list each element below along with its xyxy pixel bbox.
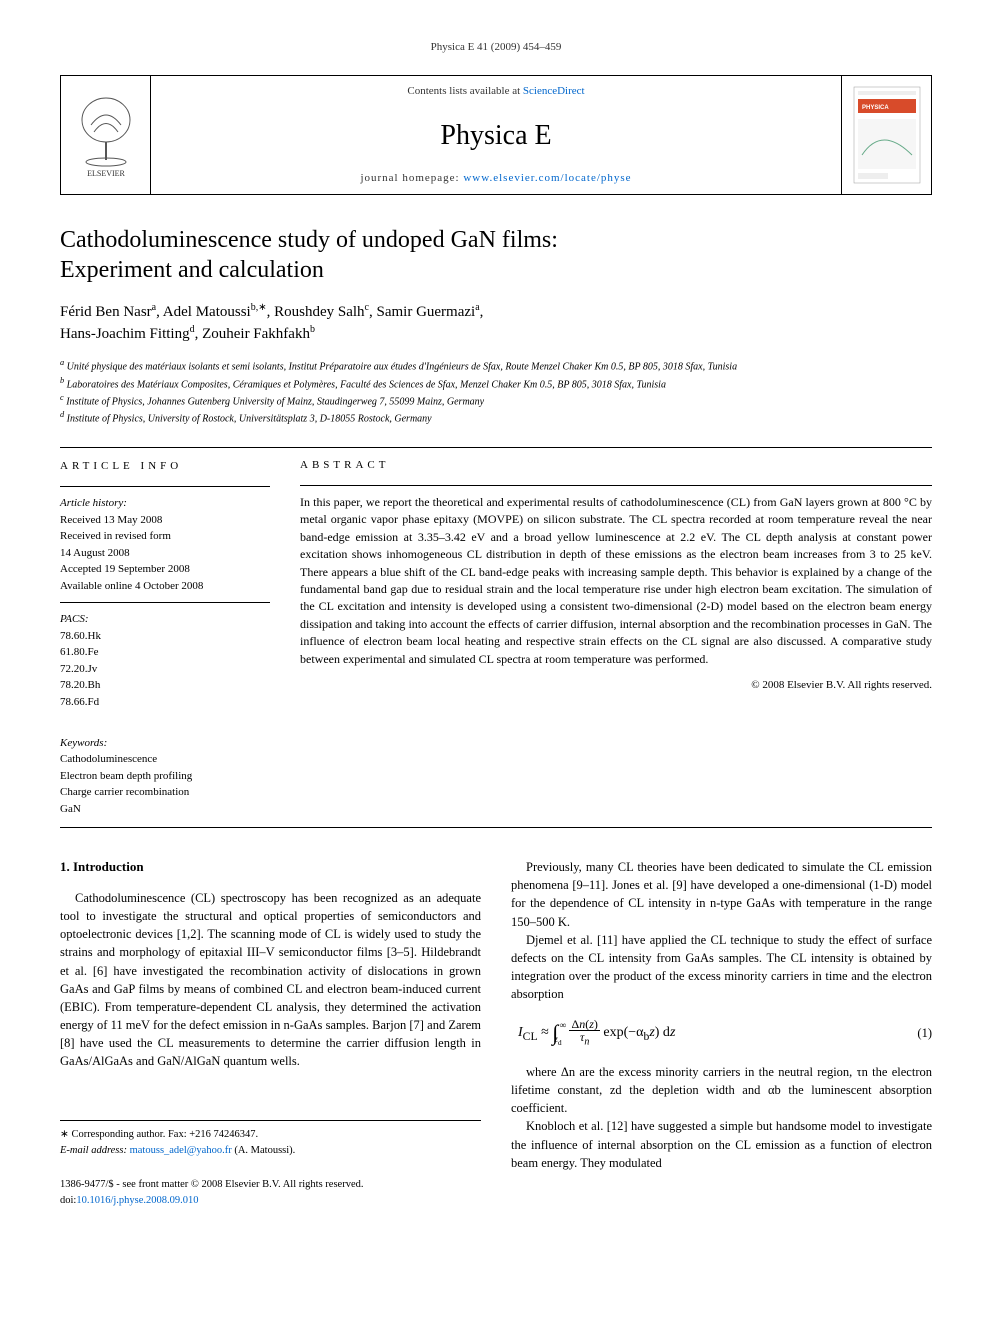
body-col-right: Previously, many CL theories have been d…: [511, 858, 932, 1208]
email-label: E-mail address:: [60, 1145, 130, 1156]
history-item: Received 13 May 2008: [60, 512, 270, 529]
keywords-label: Keywords:: [60, 735, 270, 752]
elsevier-tree-icon: ELSEVIER: [71, 90, 141, 180]
history-item: Received in revised form: [60, 528, 270, 545]
affiliations: a Unité physique des matériaux isolants …: [60, 357, 932, 426]
affil-text: Laboratoires des Matériaux Composites, C…: [67, 379, 666, 390]
affil-text: Institute of Physics, Johannes Gutenberg…: [66, 396, 484, 407]
section-heading: 1. Introduction: [60, 858, 481, 877]
author: Zouheir Fakhfakh: [202, 326, 310, 342]
divider: [60, 486, 270, 487]
footnotes: ∗ Corresponding author. Fax: +216 742463…: [60, 1120, 481, 1159]
author-list: Férid Ben Nasra, Adel Matoussib,∗, Roush…: [60, 301, 932, 345]
journal-name: Physica E: [151, 116, 841, 155]
abstract-copyright: © 2008 Elsevier B.V. All rights reserved…: [300, 678, 932, 693]
history-item: Accepted 19 September 2008: [60, 561, 270, 578]
doi-link[interactable]: 10.1016/j.physe.2008.09.010: [76, 1195, 198, 1206]
article-info-col: ARTICLE INFO Article history: Received 1…: [60, 458, 270, 818]
doi-line: doi:10.1016/j.physe.2008.09.010: [60, 1193, 481, 1209]
svg-text:PHYSICA: PHYSICA: [862, 105, 889, 111]
author-sup: a: [475, 302, 479, 313]
corr-text: Corresponding author. Fax: +216 74246347…: [71, 1129, 258, 1140]
header-center: Contents lists available at ScienceDirec…: [151, 76, 841, 194]
divider: [60, 447, 932, 448]
email-link[interactable]: matouss_adel@yahoo.fr: [130, 1145, 232, 1156]
journal-reference: Physica E 41 (2009) 454–459: [60, 40, 932, 55]
affil-text: Unité physique des matériaux isolants et…: [67, 362, 737, 373]
homepage-link[interactable]: www.elsevier.com/locate/physe: [463, 172, 631, 184]
article-title: Cathodoluminescence study of undoped GaN…: [60, 225, 932, 285]
body-columns: 1. Introduction Cathodoluminescence (CL)…: [60, 858, 932, 1208]
info-abstract-row: ARTICLE INFO Article history: Received 1…: [60, 458, 932, 818]
sciencedirect-link[interactable]: ScienceDirect: [523, 85, 585, 97]
author-sup: b: [310, 324, 315, 335]
cover-icon: PHYSICA: [852, 85, 922, 185]
pacs-item: 78.66.Fd: [60, 694, 270, 711]
elsevier-label: ELSEVIER: [87, 169, 125, 178]
affiliation: a Unité physique des matériaux isolants …: [60, 357, 932, 374]
body-paragraph: Cathodoluminescence (CL) spectroscopy ha…: [60, 889, 481, 1070]
equation: ICL ≈ ∫zd∞ Δn(z)τn exp(−αbz) dz (1): [511, 1017, 932, 1049]
email-line: E-mail address: matouss_adel@yahoo.fr (A…: [60, 1143, 481, 1159]
body-paragraph: where Δn are the excess minority carrier…: [511, 1063, 932, 1117]
abstract-heading: ABSTRACT: [300, 458, 932, 473]
history-label: Article history:: [60, 495, 270, 512]
divider: [60, 827, 932, 828]
body-paragraph: Djemel et al. [11] have applied the CL t…: [511, 931, 932, 1004]
affil-text: Institute of Physics, University of Rost…: [67, 414, 432, 425]
journal-header-box: ELSEVIER Contents lists available at Sci…: [60, 75, 932, 195]
body-col-left: 1. Introduction Cathodoluminescence (CL)…: [60, 858, 481, 1208]
author: Hans-Joachim Fitting: [60, 326, 190, 342]
email-tail: (A. Matoussi).: [232, 1145, 296, 1156]
abstract-col: ABSTRACT In this paper, we report the th…: [300, 458, 932, 818]
body-paragraph: Previously, many CL theories have been d…: [511, 858, 932, 931]
article-info-heading: ARTICLE INFO: [60, 458, 270, 475]
author: Samir Guermazi: [376, 304, 475, 320]
title-line1: Cathodoluminescence study of undoped GaN…: [60, 227, 558, 253]
author-sup: d: [190, 324, 195, 335]
author: Férid Ben Nasr: [60, 304, 152, 320]
keyword: GaN: [60, 801, 270, 818]
pacs-item: 78.60.Hk: [60, 628, 270, 645]
keyword: Electron beam depth profiling: [60, 768, 270, 785]
corresponding-note: ∗ Corresponding author. Fax: +216 742463…: [60, 1127, 481, 1143]
equation-body: ICL ≈ ∫zd∞ Δn(z)τn exp(−αbz) dz: [511, 1017, 902, 1049]
divider: [60, 602, 270, 603]
author-sup: a: [152, 302, 156, 313]
homepage-line: journal homepage: www.elsevier.com/locat…: [151, 171, 841, 186]
abstract-text: In this paper, we report the theoretical…: [300, 494, 932, 668]
history-item: 14 August 2008: [60, 545, 270, 562]
equation-number: (1): [902, 1024, 932, 1042]
author: Roushdey Salh: [274, 304, 364, 320]
pacs-item: 72.20.Jv: [60, 661, 270, 678]
publisher-logo: ELSEVIER: [61, 76, 151, 194]
pacs-item: 61.80.Fe: [60, 644, 270, 661]
affiliation: d Institute of Physics, University of Ro…: [60, 409, 932, 426]
title-line2: Experiment and calculation: [60, 257, 324, 283]
doi-label: doi:: [60, 1195, 76, 1206]
issn-line: 1386-9477/$ - see front matter © 2008 El…: [60, 1177, 481, 1193]
affiliation: c Institute of Physics, Johannes Gutenbe…: [60, 392, 932, 409]
keyword: Cathodoluminescence: [60, 751, 270, 768]
pacs-label: PACS:: [60, 611, 270, 628]
affiliation: b Laboratoires des Matériaux Composites,…: [60, 375, 932, 392]
corresponding-marker: ∗: [258, 302, 266, 313]
history-item: Available online 4 October 2008: [60, 578, 270, 595]
keyword: Charge carrier recombination: [60, 784, 270, 801]
pacs-item: 78.20.Bh: [60, 677, 270, 694]
divider: [300, 485, 932, 486]
journal-cover-thumb: PHYSICA: [841, 76, 931, 194]
contents-prefix: Contents lists available at: [407, 85, 522, 97]
contents-line: Contents lists available at ScienceDirec…: [151, 84, 841, 99]
author-sup: c: [365, 302, 369, 313]
homepage-prefix: journal homepage:: [360, 172, 463, 184]
bottom-meta: 1386-9477/$ - see front matter © 2008 El…: [60, 1177, 481, 1209]
body-paragraph: Knobloch et al. [12] have suggested a si…: [511, 1117, 932, 1171]
author: Adel Matoussi: [163, 304, 251, 320]
